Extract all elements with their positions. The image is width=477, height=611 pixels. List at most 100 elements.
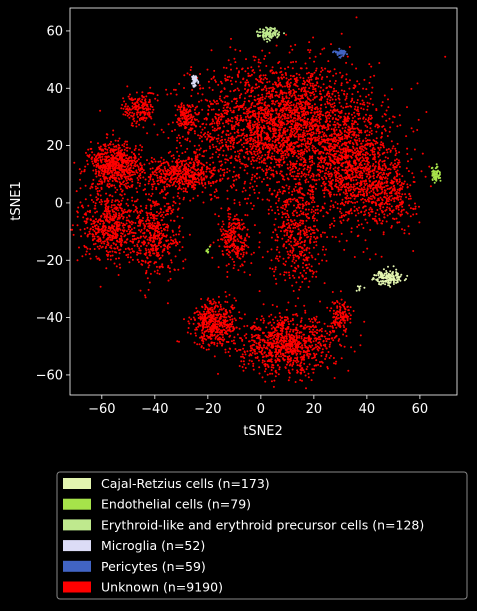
data-point (133, 227, 136, 229)
data-point (356, 166, 359, 169)
data-point (329, 80, 331, 83)
data-point (340, 222, 343, 224)
data-point (162, 170, 165, 173)
data-point (257, 137, 260, 140)
data-point (264, 110, 267, 113)
data-point (136, 191, 139, 193)
data-point (340, 32, 343, 35)
data-point (362, 214, 365, 216)
data-point (352, 147, 355, 150)
data-point (323, 189, 326, 192)
data-point (328, 92, 331, 95)
data-point (205, 149, 208, 152)
data-point (302, 112, 305, 115)
data-point (92, 162, 94, 165)
data-point (216, 122, 219, 125)
data-point (320, 110, 323, 113)
data-point (165, 160, 168, 163)
data-point (244, 81, 247, 84)
data-point (341, 74, 344, 77)
data-point (341, 198, 344, 201)
data-point (259, 74, 262, 77)
data-point (122, 154, 125, 156)
data-point (343, 90, 346, 93)
data-point (193, 130, 196, 133)
data-point (301, 156, 304, 159)
data-point (231, 128, 234, 131)
data-point (173, 157, 175, 160)
data-point (209, 147, 212, 150)
data-point (281, 96, 284, 98)
data-point (345, 61, 348, 64)
data-point (206, 99, 209, 102)
data-point (237, 105, 240, 108)
data-point (193, 144, 196, 147)
data-point (283, 150, 286, 152)
data-point (318, 132, 320, 135)
data-point (258, 121, 261, 124)
data-point (187, 171, 190, 173)
data-point (220, 112, 223, 115)
data-point (89, 187, 92, 190)
data-point (213, 69, 216, 72)
data-point (93, 164, 96, 167)
data-point (322, 182, 324, 185)
data-point (110, 154, 113, 157)
data-point (316, 111, 319, 114)
data-point (340, 164, 343, 167)
data-point (380, 255, 383, 258)
data-point (300, 145, 303, 148)
data-point (285, 216, 287, 218)
data-point (311, 73, 314, 76)
data-point (337, 160, 340, 163)
data-point (231, 120, 234, 123)
data-point (272, 173, 275, 176)
data-point (360, 142, 363, 145)
data-point (209, 135, 212, 138)
data-point (340, 109, 343, 112)
data-point (227, 110, 230, 113)
data-point (394, 162, 396, 165)
data-point (112, 129, 115, 132)
data-point (281, 97, 284, 100)
data-point (349, 127, 352, 130)
data-point (333, 163, 336, 165)
data-point (329, 208, 332, 211)
data-point (242, 118, 245, 121)
data-point (381, 164, 384, 167)
data-point (309, 176, 312, 179)
data-point (91, 151, 94, 154)
data-point (98, 166, 101, 169)
data-point (219, 95, 222, 98)
data-point (193, 163, 196, 166)
data-point (245, 133, 248, 136)
data-point (252, 166, 255, 169)
data-point (231, 135, 234, 138)
data-point (287, 78, 290, 81)
data-point (95, 175, 98, 178)
data-point (197, 171, 200, 174)
data-point (211, 143, 214, 146)
data-point (329, 153, 332, 156)
data-point (133, 200, 136, 203)
data-point (384, 129, 387, 132)
data-point (244, 197, 247, 200)
data-point (95, 196, 98, 199)
data-point (349, 178, 352, 181)
data-point (291, 163, 294, 166)
data-point (225, 106, 228, 109)
data-point (339, 133, 342, 136)
data-point (328, 120, 331, 123)
data-point (86, 218, 89, 221)
data-point (322, 167, 325, 169)
data-point (271, 66, 274, 69)
data-point (354, 149, 356, 151)
data-point (99, 145, 102, 148)
data-point (210, 102, 213, 105)
data-point (234, 155, 237, 158)
data-point (346, 156, 349, 159)
data-point (321, 170, 324, 173)
data-point (112, 169, 115, 172)
data-point (327, 173, 329, 176)
data-point (272, 124, 274, 127)
